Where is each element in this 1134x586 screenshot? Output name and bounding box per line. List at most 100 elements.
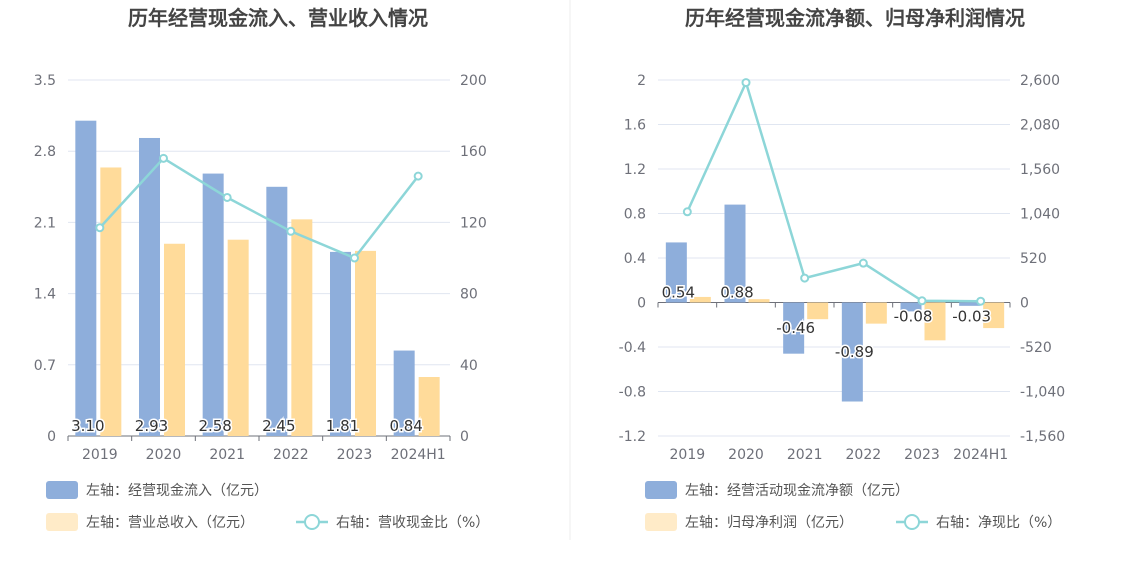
- bar-data-label: 2.93: [135, 417, 168, 435]
- line-右轴：营收现金比（%）: [98, 156, 420, 260]
- left-axis-tick-label: 2.1: [34, 215, 56, 231]
- right-axis-tick-label: 160: [460, 144, 487, 160]
- right-axis-tick-label: -1,040: [1020, 385, 1065, 401]
- legend-label: 左轴：经营活动现金流净额（亿元）: [685, 483, 909, 499]
- legend-label: 右轴：净现比（%）: [936, 515, 1061, 531]
- x-axis-tick-label: 2019: [82, 447, 118, 463]
- bar-左轴：营业总收入（亿元）: [227, 239, 249, 436]
- bar-左轴：归母净利润（亿元）: [865, 302, 887, 324]
- left-axis-tick-label: -0.4: [619, 340, 646, 356]
- bar-左轴：营业总收入（亿元）: [100, 167, 122, 436]
- line-point: [286, 226, 296, 236]
- bar-data-label: 0.54: [662, 284, 695, 302]
- bar-左轴：经营现金流入（亿元）: [330, 251, 351, 436]
- chart-title: 历年经营现金流入、营业收入情况: [128, 6, 428, 30]
- chart-net-cashflow-net-profit: 历年经营现金流净额、归母净利润情况 -1.2 -1,560 -0.8 -1,040 -0.…: [619, 6, 1065, 531]
- line-point: [800, 273, 810, 283]
- bar-左轴：归母净利润（亿元）: [983, 302, 1005, 329]
- x-axis-tick-label: 2020: [146, 447, 182, 463]
- x-axis-tick-label: 2024H1: [953, 447, 1008, 463]
- left-axis-tick-label: 1.6: [624, 118, 646, 134]
- right-axis-tick-label: 200: [460, 73, 487, 89]
- line-point: [976, 296, 986, 306]
- legend-swatch: [46, 481, 78, 499]
- right-axis-tick-label: 0: [460, 429, 469, 445]
- bar-data-label: -0.08: [894, 308, 933, 326]
- bar-data-label: 3.10: [71, 417, 104, 435]
- x-axis-tick-label: 2022: [273, 447, 309, 463]
- x-axis-tick-label: 2022: [846, 447, 882, 463]
- bar-左轴：经营活动现金流净额（亿元）: [724, 204, 746, 303]
- left-axis-tick-label: 3.5: [34, 73, 56, 89]
- left-axis-tick-label: 0: [637, 296, 646, 312]
- left-axis-tick-label: 2.8: [34, 144, 56, 160]
- line-point: [159, 153, 168, 163]
- bar-data-label: 1.81: [326, 417, 359, 435]
- left-axis-tick-label: 1.4: [34, 287, 56, 303]
- x-axis-tick-label: 2024H1: [391, 447, 446, 463]
- bar-data-label: -0.03: [952, 308, 991, 326]
- legend-swatch: [645, 513, 677, 531]
- right-axis-tick-label: 40: [460, 358, 478, 374]
- legend-swatch: [645, 481, 677, 499]
- legend-label: 右轴：营收现金比（%）: [336, 515, 489, 531]
- left-axis-tick-label: -0.8: [619, 385, 646, 401]
- legend-swatch: [46, 513, 78, 531]
- right-axis-tick-label: 0: [1020, 296, 1029, 312]
- x-axis-tick-label: 2021: [209, 447, 245, 463]
- bar-左轴：经营活动现金流净额（亿元）: [665, 242, 687, 303]
- line-point: [350, 253, 359, 263]
- left-axis-tick-label: 2: [637, 73, 646, 89]
- x-axis-tick-label: 2020: [728, 447, 764, 463]
- bar-data-label: 0.84: [389, 417, 422, 435]
- bar-左轴：营业总收入（亿元）: [418, 377, 440, 436]
- legend-label: 左轴：营业总收入（亿元）: [86, 515, 254, 531]
- line-右轴：净现比（%）: [686, 79, 981, 303]
- bar-左轴：营业总收入（亿元）: [164, 243, 185, 436]
- x-axis-tick-label: 2023: [904, 447, 940, 463]
- bar-左轴：经营活动现金流净额（亿元）: [783, 302, 805, 354]
- bar-左轴：经营现金流入（亿元）: [139, 137, 160, 436]
- right-axis-tick-label: 120: [460, 215, 487, 231]
- bar-data-label: -0.89: [835, 343, 874, 361]
- left-axis-tick-label: 0.8: [624, 207, 646, 223]
- left-axis-tick-label: 0.4: [624, 251, 646, 267]
- bar-左轴：经营现金流入（亿元）: [266, 186, 288, 436]
- bar-左轴：经营现金流入（亿元）: [202, 173, 224, 436]
- right-axis-tick-label: -520: [1020, 340, 1052, 356]
- legend-swatch-marker: [304, 514, 320, 530]
- bar-左轴：归母净利润（亿元）: [689, 296, 711, 303]
- legend-label: 左轴：经营现金流入（亿元）: [86, 483, 268, 499]
- chart-cashflow-inflow-revenue: 历年经营现金流入、营业收入情况 0 0 0.7 40 1.4 80 2.1 120 2.8 160 3…: [34, 6, 489, 531]
- bar-data-label: 2.58: [198, 417, 231, 435]
- line-point: [858, 258, 868, 268]
- line-point: [917, 296, 927, 306]
- bar-左轴：营业总收入（亿元）: [291, 219, 313, 436]
- bar-data-label: 0.88: [720, 284, 753, 302]
- legend-swatch-marker: [904, 514, 920, 530]
- bar-左轴：归母净利润（亿元）: [807, 302, 829, 320]
- right-axis-tick-label: 1,560: [1020, 162, 1060, 178]
- legend-label: 左轴：归母净利润（亿元）: [685, 514, 853, 531]
- left-axis-tick-label: 0.7: [34, 358, 56, 374]
- bar-左轴：归母净利润（亿元）: [924, 302, 946, 341]
- x-axis-tick-label: 2019: [670, 447, 706, 463]
- line-point: [413, 171, 423, 181]
- line-point: [222, 192, 232, 202]
- right-axis-tick-label: 520: [1020, 251, 1047, 267]
- left-axis-tick-label: 0: [47, 429, 56, 445]
- bar-左轴：经营现金流入（亿元）: [393, 350, 415, 436]
- right-axis-tick-label: 2,600: [1020, 73, 1060, 89]
- bar-左轴：经营活动现金流净额（亿元）: [841, 302, 863, 402]
- line-point: [741, 78, 751, 88]
- x-axis-tick-label: 2021: [787, 447, 823, 463]
- bar-左轴：经营现金流入（亿元）: [75, 120, 97, 436]
- right-axis-tick-label: 80: [460, 287, 478, 303]
- left-axis-tick-label: 1.2: [624, 162, 646, 178]
- line-point: [95, 223, 105, 233]
- x-axis-tick-label: 2023: [337, 447, 373, 463]
- bar-左轴：经营活动现金流净额（亿元）: [900, 302, 922, 312]
- right-axis-tick-label: -1,560: [1020, 429, 1065, 445]
- bar-data-label: 2.45: [262, 417, 295, 435]
